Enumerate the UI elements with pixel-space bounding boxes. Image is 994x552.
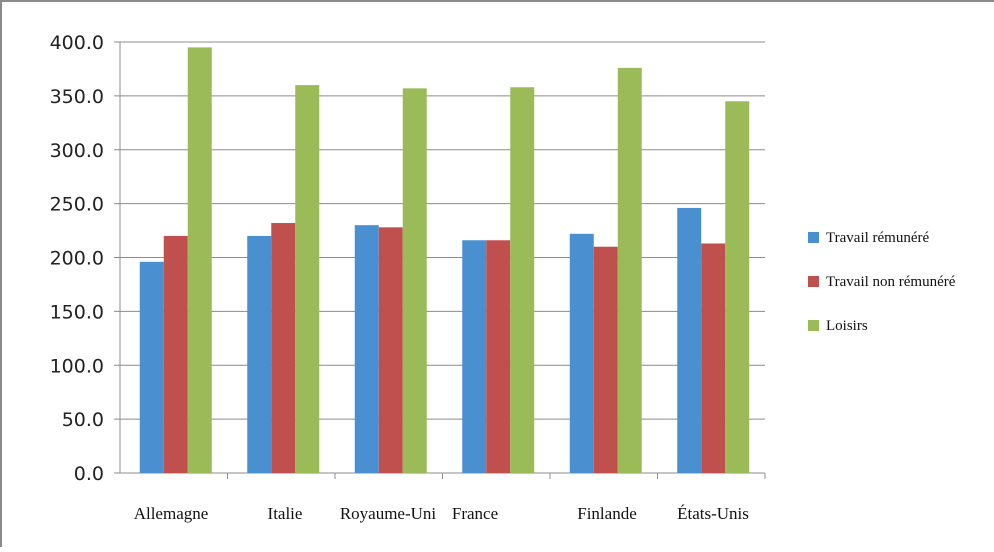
legend-swatch (808, 320, 819, 331)
bar (486, 240, 511, 473)
legend-label: Travail non rémunéré (826, 274, 956, 290)
bar (247, 235, 272, 473)
y-tick-label: 200.0 (50, 248, 104, 270)
bar (402, 88, 427, 474)
bar (677, 207, 702, 473)
bar (617, 67, 642, 474)
bar (163, 235, 188, 473)
legend-label: Travail rémunéré (826, 230, 930, 246)
bar (701, 243, 726, 473)
y-tick-label: 50.0 (62, 409, 104, 431)
y-tick-label: 400.0 (50, 32, 104, 54)
bar (295, 85, 320, 473)
legend-swatch (808, 276, 819, 287)
x-tick-label: Allemagne (134, 504, 209, 523)
bar (569, 233, 594, 473)
bar (354, 225, 379, 473)
bar (510, 87, 535, 473)
bar (187, 47, 212, 473)
y-tick-label: 100.0 (50, 355, 104, 377)
x-tick-label: États-Unis (677, 504, 749, 523)
frame-left-border (0, 0, 2, 547)
bar (593, 246, 618, 473)
x-tick-label: Finlande (577, 504, 637, 523)
legend-label: Loisirs (826, 318, 868, 334)
bar (271, 223, 296, 473)
x-tick-label: France (452, 504, 498, 523)
bar (139, 261, 164, 473)
frame-top-border (0, 0, 994, 2)
y-tick-label: 350.0 (50, 86, 104, 108)
bar (462, 240, 487, 473)
bar (725, 101, 750, 473)
y-tick-label: 0.0 (74, 463, 104, 485)
x-tick-label: Royaume-Uni (340, 504, 437, 523)
legend-swatch (808, 232, 819, 243)
bar (378, 227, 403, 473)
y-tick-label: 150.0 (50, 301, 104, 323)
y-tick-label: 250.0 (50, 194, 104, 216)
y-tick-label: 300.0 (50, 140, 104, 162)
x-tick-label: Italie (268, 504, 303, 523)
